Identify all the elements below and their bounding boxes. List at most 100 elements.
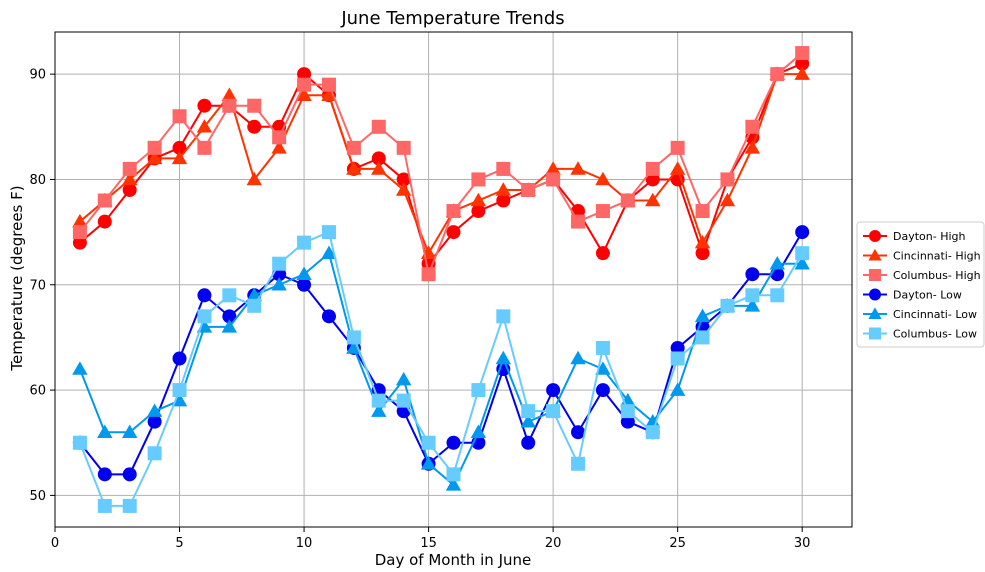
data-point	[395, 182, 412, 196]
legend-label: Dayton- High	[893, 230, 966, 243]
data-point	[97, 424, 113, 438]
data-point	[197, 98, 212, 113]
legend: Dayton- High Cincinnati- High Columbus- Hi…	[856, 221, 985, 348]
data-point	[521, 404, 536, 419]
data-point	[744, 140, 761, 154]
data-point	[321, 245, 337, 259]
data-point	[446, 204, 461, 219]
data-point	[645, 413, 661, 428]
data-point	[745, 288, 760, 303]
data-point	[595, 171, 611, 186]
data-point	[396, 140, 411, 155]
series-dayton-low	[72, 225, 810, 482]
legend-item: Columbus- High	[863, 269, 981, 282]
data-point	[595, 361, 611, 375]
grid-lines	[54, 32, 852, 527]
data-point	[495, 350, 512, 365]
data-point	[72, 235, 87, 250]
data-point	[795, 225, 810, 240]
data-point	[445, 477, 462, 491]
y-tick-label: 70	[29, 278, 46, 293]
data-point	[470, 192, 487, 207]
data-point	[795, 56, 810, 71]
data-point	[669, 161, 686, 175]
data-point	[172, 351, 187, 366]
data-point	[146, 150, 163, 165]
data-point	[496, 193, 511, 208]
data-point	[645, 161, 660, 176]
data-point	[546, 404, 561, 419]
data-point	[745, 267, 760, 282]
series-line	[79, 62, 803, 266]
data-point	[272, 256, 287, 271]
data-point	[695, 319, 710, 334]
data-point	[570, 350, 586, 365]
series-line	[78, 251, 803, 487]
legend-marker	[869, 230, 881, 242]
series-cincinnati-low	[72, 245, 810, 491]
data-point	[770, 288, 785, 303]
data-point	[470, 424, 487, 438]
legend-item: Dayton- High	[863, 230, 966, 243]
data-point	[694, 234, 711, 249]
data-point	[720, 172, 735, 187]
data-point	[297, 67, 312, 82]
data-point	[321, 87, 337, 101]
series-columbus-low	[72, 225, 810, 513]
y-axis: 50 60 70 80 90	[29, 68, 55, 504]
data-point	[545, 161, 561, 175]
chart-title: June Temperature Trends	[340, 8, 564, 29]
data-point	[620, 414, 635, 429]
data-point	[521, 182, 536, 197]
data-point	[794, 256, 810, 270]
data-point	[694, 308, 711, 323]
data-point	[421, 267, 436, 282]
data-point	[321, 77, 336, 92]
x-axis-label: Day of Month in June	[375, 551, 532, 569]
y-tick-label: 90	[29, 68, 46, 83]
data-point	[122, 498, 137, 513]
data-point	[271, 277, 287, 291]
data-point	[72, 213, 88, 228]
data-point	[346, 330, 361, 345]
legend-marker	[869, 327, 881, 340]
data-point	[371, 119, 386, 134]
data-point	[371, 393, 386, 408]
data-point	[122, 424, 138, 438]
x-tick-label: 25	[669, 536, 686, 551]
y-axis-label: Temperature (degrees F)	[8, 185, 26, 371]
data-point	[221, 319, 238, 333]
data-point	[546, 383, 561, 398]
data-point	[122, 161, 137, 176]
data-point	[670, 140, 685, 155]
x-tick-label: 20	[545, 536, 562, 551]
data-point	[371, 403, 387, 417]
legend-label: Cincinnati- Low	[893, 308, 977, 321]
data-point	[197, 140, 212, 155]
data-point	[670, 172, 685, 187]
data-point	[720, 298, 735, 313]
data-point	[471, 204, 486, 219]
data-point	[97, 498, 112, 513]
data-point	[321, 225, 336, 240]
data-point	[695, 330, 710, 345]
data-point	[446, 467, 461, 482]
series-columbus-high	[72, 46, 810, 282]
data-point	[171, 392, 188, 407]
data-point	[147, 414, 162, 429]
data-point	[247, 98, 262, 113]
data-point	[146, 403, 163, 417]
data-point	[745, 119, 760, 134]
series-cincinnati-high	[72, 66, 810, 259]
data-point	[645, 172, 660, 187]
data-point	[147, 140, 162, 155]
data-point	[247, 298, 262, 313]
legend-marker	[868, 307, 882, 319]
data-point	[122, 467, 137, 482]
data-point	[795, 46, 810, 61]
data-point	[147, 446, 162, 461]
legend-label: Cincinnati- High	[893, 250, 981, 263]
data-point	[695, 246, 710, 261]
data-point	[744, 298, 761, 312]
